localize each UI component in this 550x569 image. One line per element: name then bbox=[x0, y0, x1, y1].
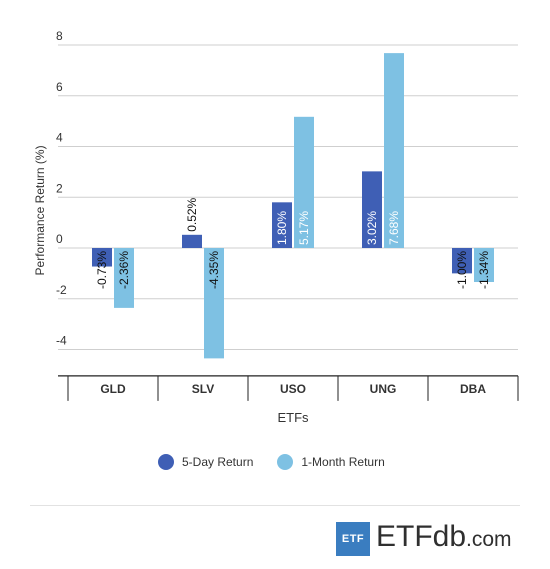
x-axis-title: ETFs bbox=[277, 410, 309, 425]
y-tick-label: -4 bbox=[56, 334, 67, 348]
data-label: 7.68% bbox=[387, 211, 401, 245]
legend-label-5-day: 5-Day Return bbox=[182, 455, 254, 469]
legend-label-1-month: 1-Month Return bbox=[301, 455, 385, 469]
y-tick-label: 4 bbox=[56, 131, 63, 145]
bar-1-month-uso bbox=[294, 116, 314, 248]
etf-logo-box: ETF bbox=[336, 521, 370, 556]
bar-5-day-dba bbox=[452, 248, 472, 274]
footer-divider bbox=[30, 505, 520, 506]
bar-1-month-slv bbox=[204, 248, 224, 359]
legend-item-1-month: 1-Month Return bbox=[277, 454, 385, 470]
data-label: 3.02% bbox=[365, 211, 379, 245]
y-tick-label: 6 bbox=[56, 80, 63, 94]
data-label: 1.80% bbox=[275, 211, 289, 245]
legend-swatch-1-month bbox=[277, 454, 294, 470]
x-tick-label: SLV bbox=[192, 382, 214, 396]
x-tick-label: DBA bbox=[460, 382, 486, 396]
legend-swatch-5-day bbox=[158, 454, 174, 470]
etfdb-logo: ETF ETFdb.com bbox=[336, 520, 512, 557]
x-tick-label: GLD bbox=[100, 382, 126, 396]
y-tick-label: -2 bbox=[56, 283, 67, 297]
data-label: -0.73% bbox=[95, 251, 109, 289]
y-tick-label: 8 bbox=[56, 29, 63, 43]
chart-legend: 5-Day Return 1-Month Return bbox=[158, 454, 385, 470]
logo-wordmark: ETFdb.com bbox=[376, 520, 512, 557]
x-tick-label: USO bbox=[280, 382, 306, 396]
data-label: -1.34% bbox=[477, 251, 491, 289]
bar-5-day-ung bbox=[362, 171, 382, 248]
bar-1-month-dba bbox=[474, 248, 494, 283]
data-label: -2.36% bbox=[117, 251, 131, 289]
data-label: -1.00% bbox=[455, 251, 469, 289]
data-label: 5.17% bbox=[297, 211, 311, 245]
y-tick-label: 0 bbox=[56, 232, 63, 246]
data-label: 0.52% bbox=[185, 197, 199, 231]
bar-chart: 8 6 4 2 0 -2 -4 Performance Return (%) -0.73% -2.… bbox=[33, 29, 519, 425]
bar-5-day-gld bbox=[92, 248, 112, 267]
y-axis-title: Performance Return (%) bbox=[33, 145, 47, 275]
bar-5-day-uso bbox=[272, 202, 292, 248]
data-label: -4.35% bbox=[207, 251, 221, 289]
bar-5-day-slv bbox=[182, 234, 202, 248]
y-tick-label: 2 bbox=[56, 181, 63, 195]
legend-item-5-day: 5-Day Return bbox=[158, 454, 253, 470]
logo-suffix: .com bbox=[466, 528, 512, 551]
x-tick-label: UNG bbox=[370, 382, 397, 396]
logo-name: ETFdb bbox=[376, 520, 467, 553]
bar-1-month-ung bbox=[384, 53, 404, 249]
bar-1-month-gld bbox=[114, 248, 134, 308]
